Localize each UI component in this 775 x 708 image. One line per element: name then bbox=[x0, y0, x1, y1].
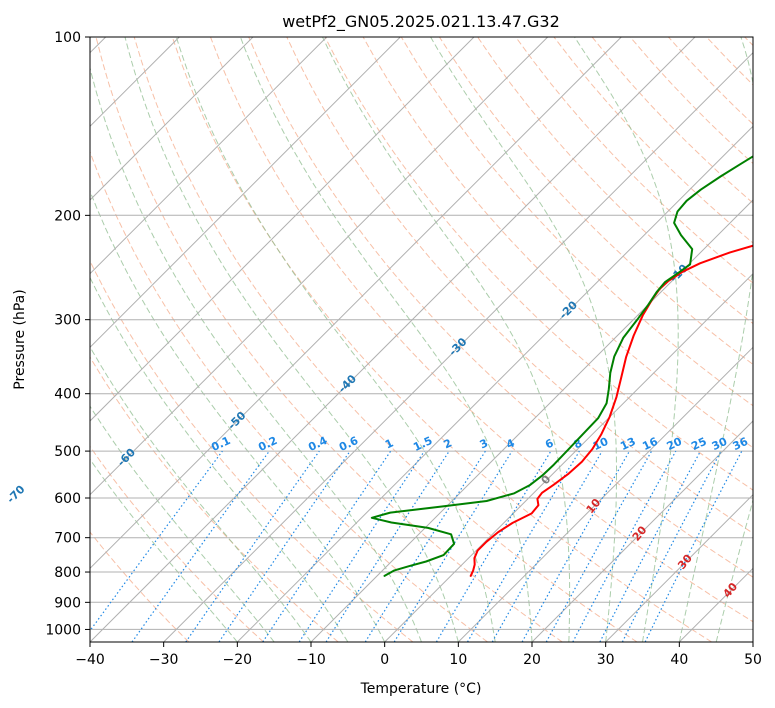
mixing-ratio-line bbox=[185, 450, 320, 642]
dry-adiabat-line bbox=[171, 37, 712, 642]
moist-adiabat-line bbox=[90, 189, 386, 642]
dry-adiabat-line bbox=[95, 37, 563, 642]
isotherm-line bbox=[90, 37, 622, 570]
dry-adiabat-line bbox=[90, 150, 488, 642]
isotherm-line bbox=[90, 37, 696, 642]
mixing-ratio-label: 13 bbox=[618, 435, 637, 453]
y-tick-label: 500 bbox=[54, 444, 81, 460]
mixing-ratio-line bbox=[218, 450, 351, 642]
x-tick-label: 50 bbox=[744, 652, 762, 668]
x-tick-label: −40 bbox=[75, 652, 105, 668]
x-tick-label: −30 bbox=[149, 652, 179, 668]
dry-adiabat-line bbox=[90, 531, 190, 642]
dry-adiabat-line bbox=[90, 356, 339, 642]
y-tick-label: 100 bbox=[54, 30, 81, 46]
mixing-ratio-label: 20 bbox=[665, 435, 685, 453]
moist-adiabat-line bbox=[90, 65, 422, 642]
mixing-ratio-line bbox=[393, 450, 513, 642]
isotherm-line bbox=[236, 125, 753, 642]
sounding-series bbox=[370, 155, 753, 577]
moist-adiabat-line bbox=[239, 37, 533, 642]
mixing-ratio-label: 16 bbox=[640, 435, 660, 453]
mixing-ratio-lines bbox=[90, 450, 743, 642]
x-tick-label: 30 bbox=[597, 652, 615, 668]
isotherm-line bbox=[90, 37, 328, 275]
y-axis-label: Pressure (hPa) bbox=[12, 289, 28, 389]
y-tick-label: 300 bbox=[54, 313, 81, 329]
moist-adiabat-line bbox=[90, 405, 275, 642]
temperature-line bbox=[469, 244, 753, 577]
y-tick-label: 400 bbox=[54, 387, 81, 403]
x-axis-label: Temperature (°C) bbox=[360, 681, 482, 697]
moist-adiabat-line bbox=[574, 37, 679, 642]
mixing-ratio-label: 36 bbox=[731, 435, 751, 453]
isotherm-line bbox=[384, 272, 753, 642]
mixing-ratio-label: 30 bbox=[710, 435, 730, 453]
x-tick-label: −20 bbox=[223, 652, 253, 668]
dry-adiabat-line bbox=[90, 445, 264, 642]
moist-adiabat-line bbox=[90, 345, 312, 642]
y-axis-ticks: 100 200 300 400 500 600 700 800 900 1000 bbox=[45, 30, 90, 638]
x-tick-label: 10 bbox=[449, 652, 467, 668]
x-tick-label: 40 bbox=[670, 652, 688, 668]
dry-adiabat-line bbox=[248, 37, 753, 578]
mixing-ratio-line bbox=[131, 450, 270, 642]
x-tick-label: −10 bbox=[296, 652, 326, 668]
isotherm-line bbox=[90, 37, 549, 496]
dry-adiabats bbox=[90, 37, 753, 642]
y-tick-label: 700 bbox=[54, 531, 81, 547]
moist-adiabat-line bbox=[90, 276, 349, 642]
moist-adiabat-line bbox=[678, 37, 753, 642]
y-tick-label: 800 bbox=[54, 565, 81, 581]
grid-lines bbox=[90, 37, 753, 642]
moist-adiabat-line bbox=[430, 37, 617, 642]
mixing-ratio-line bbox=[521, 450, 631, 642]
y-tick-label: 600 bbox=[54, 491, 81, 507]
moist-adiabat-line bbox=[124, 37, 459, 642]
isotherm-line bbox=[531, 420, 753, 642]
chart-title: wetPf2_GN05.2025.021.13.47.G32 bbox=[282, 12, 560, 32]
dewpoint-line bbox=[370, 155, 753, 577]
x-tick-label: 20 bbox=[523, 652, 541, 668]
plot-frame bbox=[89, 36, 754, 643]
mixing-ratio-label: 25 bbox=[689, 435, 708, 453]
x-axis-ticks: −40 −30 −20 −10 0 10 20 30 40 50 bbox=[75, 642, 762, 668]
dry-adiabat-line bbox=[515, 37, 753, 284]
mixing-ratio-line bbox=[298, 450, 425, 642]
dry-adiabat-line bbox=[438, 37, 753, 366]
dry-adiabat-line bbox=[400, 37, 753, 407]
dry-adiabat-line bbox=[133, 37, 638, 642]
plot-area: 0.10.20.40.611.52346810131620253036-100-… bbox=[4, 36, 754, 643]
dry-adiabat-line bbox=[210, 37, 753, 623]
moist-adiabat-line bbox=[90, 458, 238, 642]
isotherm-line bbox=[163, 51, 753, 642]
mixing-ratio-line bbox=[90, 450, 223, 632]
isotherm-line bbox=[605, 493, 753, 642]
isotherm-line bbox=[310, 199, 753, 642]
isotherm-line bbox=[90, 37, 475, 422]
mixing-ratio-line bbox=[572, 450, 677, 642]
mixing-ratio-label: 10 bbox=[591, 435, 611, 453]
mixing-ratio-line bbox=[644, 450, 743, 642]
isotherm-line bbox=[457, 346, 753, 642]
mixing-ratio-line bbox=[325, 450, 450, 642]
moist-adiabat-line bbox=[175, 37, 496, 642]
moist-adiabats bbox=[90, 37, 753, 642]
x-tick-label: 0 bbox=[380, 652, 389, 668]
mixing-ratio-line bbox=[262, 450, 392, 642]
isotherm-line bbox=[90, 37, 401, 349]
y-tick-label: 200 bbox=[54, 208, 81, 224]
plot-background bbox=[90, 37, 753, 642]
mixing-ratio-line bbox=[545, 450, 653, 642]
y-tick-label: 900 bbox=[54, 595, 81, 611]
moist-adiabat-line bbox=[322, 37, 571, 642]
y-tick-label: 1000 bbox=[45, 622, 81, 638]
isotherm-line bbox=[90, 37, 254, 201]
